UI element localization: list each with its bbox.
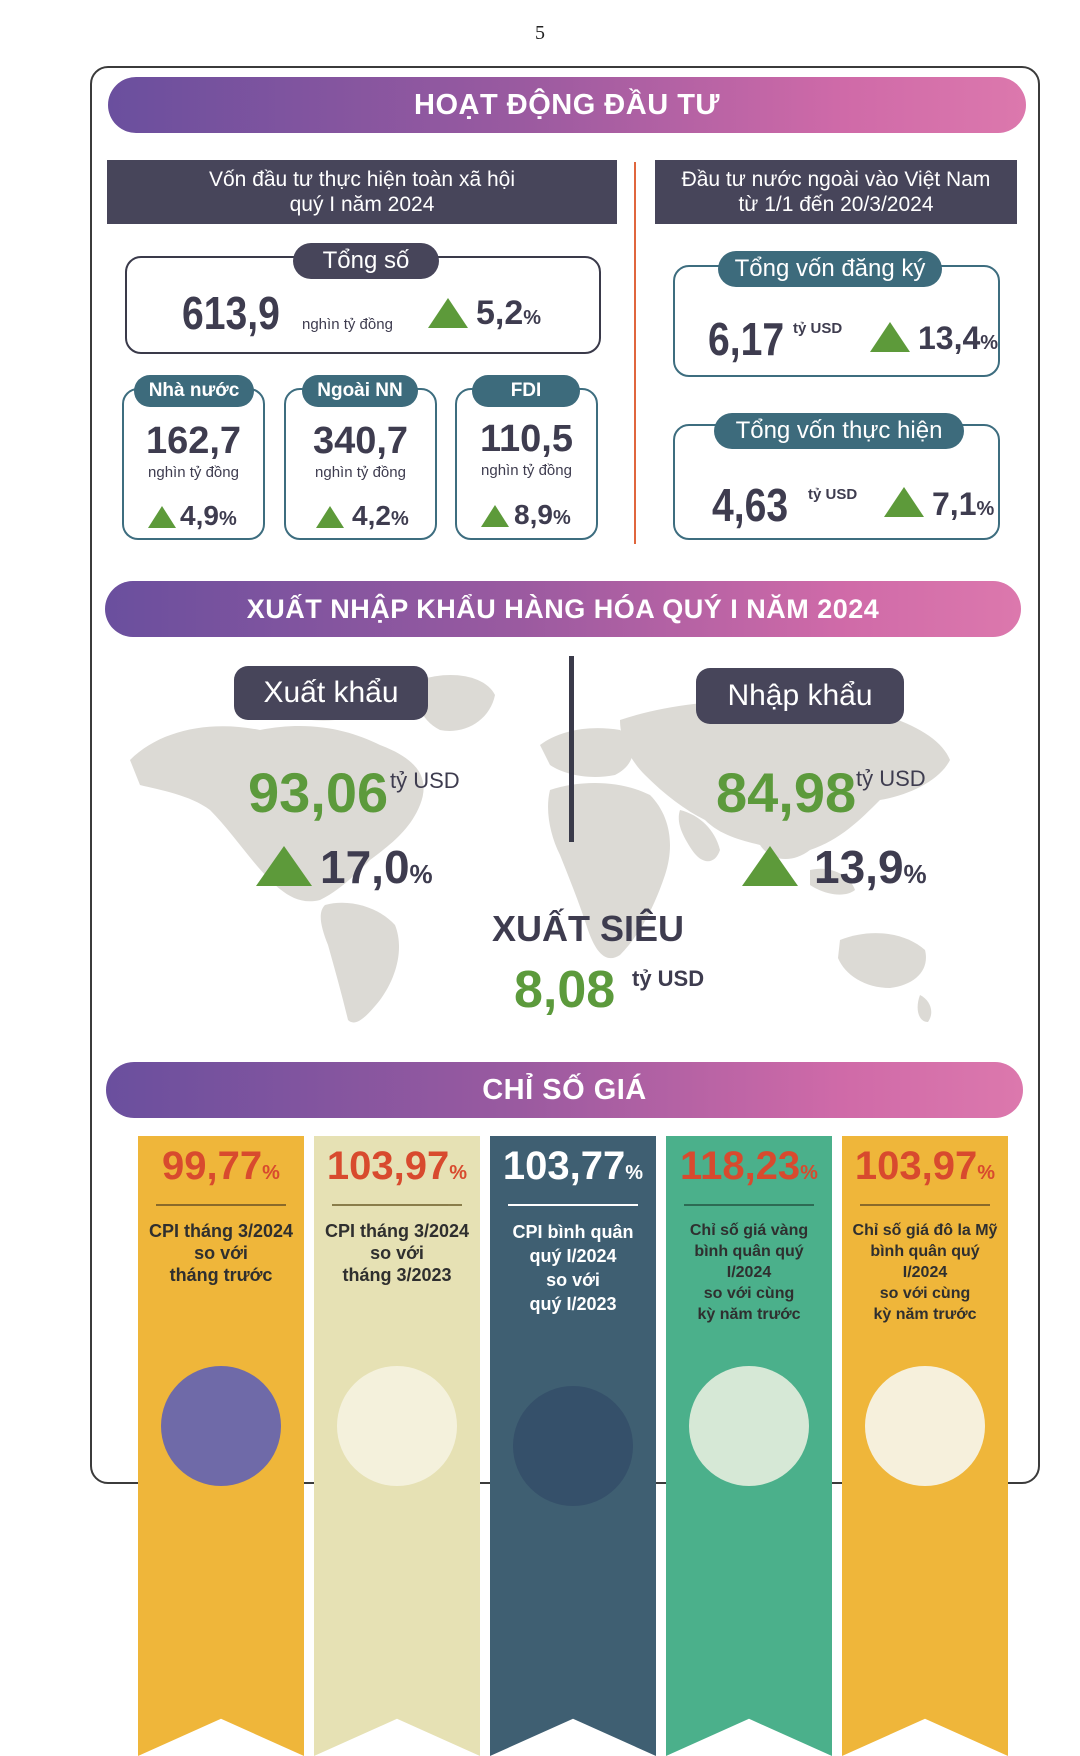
sector-box-state [122, 388, 265, 540]
total-label: Tổng số [293, 243, 439, 279]
world-map-icon [130, 675, 950, 1023]
up-arrow-icon [256, 846, 312, 886]
card-text-1: CPI tháng 3/2024 so với tháng trước [148, 1221, 294, 1285]
sector-unit-state: nghìn tỷ đồng [148, 464, 239, 481]
total-capital-header-line2: quý I năm 2024 [289, 193, 435, 216]
card-text-4: Chỉ số giá vàng bình quân quý I/2024 so vớ… [689, 1222, 809, 1323]
sector-value-nonstate: 340,7 [312, 420, 409, 462]
up-arrow-icon [884, 487, 924, 517]
trade-banner: XUẤT NHẬP KHẨU HÀNG HÓA QUÝ I NĂM 2024 [105, 581, 1021, 637]
export-label: Xuất khẩu [234, 666, 428, 720]
card-value-5: 103,97% [854, 1144, 996, 1188]
export-unit: tỷ USD [390, 768, 460, 793]
sector-unit-nonstate: nghìn tỷ đồng [315, 464, 406, 481]
up-arrow-icon [481, 505, 509, 527]
card-text-5: Chỉ số giá đô la Mỹ bình quân quý I/2024 s… [852, 1222, 998, 1323]
growth-chart-icon [337, 1366, 457, 1486]
fdi-header-line1: Đầu tư nước ngoài vào Việt Nam [681, 168, 991, 191]
price-banner: CHỈ SỐ GIÁ [106, 1062, 1023, 1118]
import-growth: 13,9% [814, 841, 927, 893]
up-arrow-icon [148, 506, 176, 528]
card-divider [508, 1204, 638, 1206]
card-text-2: CPI tháng 3/2024 so với tháng 3/2023 [324, 1221, 470, 1285]
total-unit: nghìn tỷ đồng [302, 316, 393, 333]
card-divider [332, 1204, 462, 1206]
card-value-3: 103,77% [502, 1144, 644, 1188]
sector-label-fdi: FDI [472, 375, 580, 407]
fdi-header: Đầu tư nước ngoài vào Việt Nam từ 1/1 đế… [655, 160, 1017, 224]
total-value: 613,9 [182, 287, 280, 339]
surplus-label: XUẤT SIÊU [492, 908, 685, 949]
surplus-value: 8,08 [514, 961, 616, 1019]
section-divider [634, 162, 636, 544]
registered-label: Tổng vốn đăng ký [718, 251, 942, 287]
import-label: Nhập khẩu [696, 668, 904, 724]
sector-unit-fdi: nghìn tỷ đồng [481, 462, 572, 479]
card-divider [156, 1204, 286, 1206]
sector-label-state: Nhà nước [134, 375, 254, 407]
coin-chart-icon [513, 1386, 633, 1506]
sector-value-state: 162,7 [145, 420, 242, 462]
sector-label-nonstate: Ngoài NN [302, 375, 418, 407]
import-unit: tỷ USD [856, 766, 926, 791]
card-divider [684, 1204, 814, 1206]
card-divider [860, 1204, 990, 1206]
export-value: 93,06 [248, 761, 389, 824]
export-growth: 17,0% [320, 841, 433, 893]
card-value-2: 103,97% [326, 1144, 468, 1188]
sector-box-nonstate [284, 388, 437, 540]
implemented-growth: 7,1% [932, 486, 995, 522]
registered-unit: tỷ USD [793, 320, 843, 337]
price-card-2: 103,97% CPI tháng 3/2024 so với tháng 3/20… [314, 1136, 480, 1756]
investment-banner: HOẠT ĐỘNG ĐẦU TƯ [108, 77, 1026, 133]
sector-growth-state: 4,9% [180, 500, 237, 531]
price-cards: 99,77% CPI tháng 3/2024 so với tháng trước… [138, 1136, 1008, 1756]
card-text-3: CPI bình quân quý I/2024 so với quý I/2023 [512, 1222, 634, 1314]
implemented-unit: tỷ USD [808, 486, 858, 503]
import-value: 84,98 [716, 761, 857, 824]
up-arrow-icon [316, 506, 344, 528]
total-capital-header-line1: Vốn đầu tư thực hiện toàn xã hội [209, 168, 515, 191]
trade-divider [569, 656, 574, 842]
registered-growth: 13,4% [918, 320, 999, 356]
sector-value-fdi: 110,5 [480, 418, 573, 460]
card-value-1: 99,77% [162, 1144, 280, 1188]
business-chart-icon [161, 1366, 281, 1486]
page-number: 5 [535, 22, 545, 44]
fdi-header-line2: từ 1/1 đến 20/3/2024 [738, 193, 934, 216]
registered-value: 6,17 [708, 313, 785, 365]
implemented-label: Tổng vốn thực hiện [714, 413, 964, 449]
total-growth: 5,2% [476, 294, 542, 332]
price-card-1: 99,77% CPI tháng 3/2024 so với tháng trước [138, 1136, 304, 1756]
price-card-5: 103,97% Chỉ số giá đô la Mỹ bình quân quý… [842, 1136, 1008, 1756]
sector-growth-fdi: 8,9% [514, 499, 571, 530]
implemented-value: 4,63 [712, 479, 789, 531]
total-capital-header: Vốn đầu tư thực hiện toàn xã hội quý I n… [107, 160, 617, 224]
price-card-4: 118,23% Chỉ số giá vàng bình quân quý I/2… [666, 1136, 832, 1756]
price-card-3: 103,77% CPI bình quân quý I/2024 so với quý… [490, 1136, 656, 1756]
up-arrow-icon [742, 846, 798, 886]
dollar-stack-icon [865, 1366, 985, 1486]
up-arrow-icon [870, 322, 910, 352]
surplus-unit: tỷ USD [632, 966, 705, 991]
card-value-4: 118,23% [680, 1144, 818, 1188]
up-arrow-icon [428, 298, 468, 328]
sector-growth-nonstate: 4,2% [352, 500, 409, 531]
gold-bars-icon [689, 1366, 809, 1486]
